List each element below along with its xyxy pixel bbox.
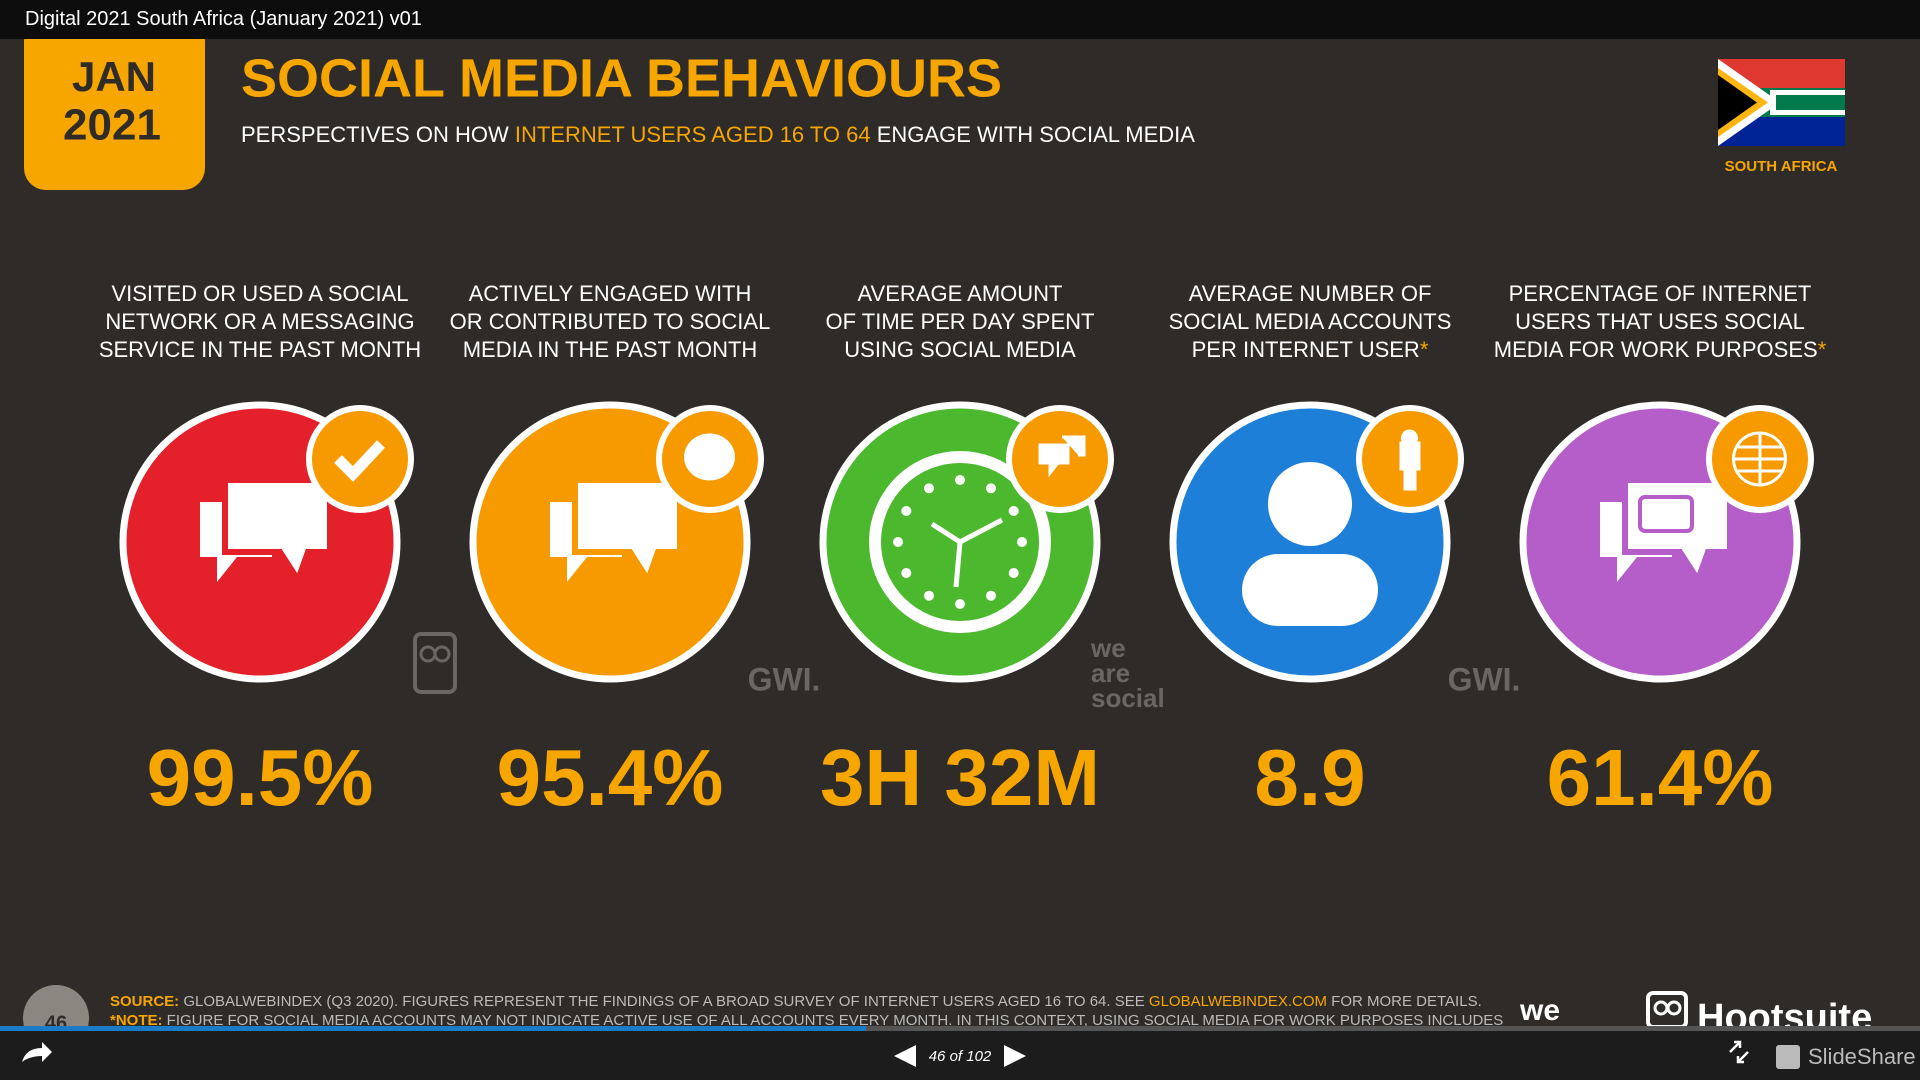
logo-word: we (1519, 994, 1560, 1027)
previous-button[interactable] (894, 1045, 916, 1067)
stat-label: AVERAGE NUMBER OF (1189, 281, 1432, 306)
hootsuite-logo (1646, 991, 1688, 1026)
badge-glyph (684, 433, 735, 481)
page-number-badge (23, 985, 89, 1026)
note-tag: *NOTE: (110, 1012, 163, 1029)
person-body (1242, 554, 1378, 626)
stat-value: 3H 32M (820, 733, 1100, 822)
stat-label: OF TIME PER DAY SPENT (826, 309, 1095, 334)
stat-label: OR CONTRIBUTED TO SOCIAL (450, 309, 771, 334)
owl-watermark (413, 632, 457, 694)
clock-face (869, 451, 1051, 633)
watermark: GWI. (1448, 661, 1521, 697)
stat-value: 99.5% (147, 733, 374, 822)
badge-month: JAN (72, 53, 156, 100)
stat-label: MEDIA IN THE PAST MONTH (463, 337, 758, 362)
badge-year: 2021 (63, 101, 161, 150)
stat-icon (469, 401, 764, 683)
pager: 46 of 102 (929, 1048, 992, 1065)
page-number: 46 (45, 1012, 67, 1034)
source-tag: SOURCE: (110, 993, 179, 1010)
briefcase (1638, 495, 1694, 533)
stat-label: AVERAGE AMOUNT (858, 281, 1063, 306)
logo-word: are (1520, 1020, 1565, 1053)
slide-content: JAN 2021 SOCIAL MEDIA BEHAVIOURS PERSPEC… (0, 39, 1920, 1053)
clock-dot (924, 483, 934, 494)
clock-dot (1017, 537, 1027, 547)
flag (1718, 59, 1845, 146)
window-title: Digital 2021 South Africa (January 2021)… (0, 0, 1920, 39)
clock-dot (893, 537, 903, 547)
stat-label: SOCIAL MEDIA ACCOUNTS (1169, 309, 1452, 334)
source-text: FOR MORE DETAILS. (1327, 993, 1482, 1010)
source-note: SOURCE: GLOBALWEBINDEX (Q3 2020). FIGURE… (110, 993, 1482, 1010)
clock-dot (955, 475, 965, 485)
clock-hands (930, 517, 1004, 588)
stat-value: 61.4% (1547, 733, 1774, 822)
badge-glyph (334, 440, 386, 482)
stat-label: USING SOCIAL MEDIA (844, 337, 1076, 362)
stat-icon (1519, 401, 1814, 683)
subtitle-text: PERSPECTIVES ON HOW (241, 122, 515, 147)
badge-glyph (1732, 431, 1787, 487)
note-text: FIGURE FOR SOCIAL MEDIA ACCOUNTS MAY NOT… (163, 1012, 1504, 1029)
stat-label: ACTIVELY ENGAGED WITH (469, 281, 752, 306)
stat-label: PER INTERNET USER* (1192, 337, 1429, 362)
subtitle-text: ENGAGE WITH SOCIAL MEDIA (871, 122, 1196, 147)
clock-dot (901, 568, 912, 578)
note: *NOTE: FIGURE FOR SOCIAL MEDIA ACCOUNTS … (110, 1012, 1503, 1029)
progress-track (0, 1026, 1920, 1031)
stat-icon (119, 401, 414, 683)
clock-dot (986, 483, 996, 494)
stat-label: MEDIA FOR WORK PURPOSES* (1494, 337, 1827, 362)
progress-fill (0, 1026, 866, 1031)
stat-label: SERVICE IN THE PAST MONTH (99, 337, 421, 362)
exit-fullscreen-button[interactable] (1729, 1040, 1749, 1064)
clock-dot (955, 599, 965, 609)
clock-dot (901, 506, 912, 516)
stat-label-text: MEDIA FOR WORK PURPOSES (1494, 337, 1818, 362)
badge-glyph (1038, 435, 1086, 478)
stat-label: USERS THAT USES SOCIAL (1515, 309, 1805, 334)
logo-word: social (1091, 683, 1165, 713)
stat-label: NETWORK OR A MESSAGING (105, 309, 414, 334)
stat-label: PERCENTAGE OF INTERNET (1509, 281, 1812, 306)
stat-label-text: PER INTERNET USER (1192, 337, 1420, 362)
clock-dot (1008, 568, 1019, 578)
hootsuite-name: Hootsuite (1697, 997, 1872, 1039)
next-button[interactable] (1004, 1045, 1026, 1067)
player-bar (0, 1026, 1920, 1080)
logo-word: we (1090, 633, 1126, 663)
country-label: SOUTH AFRICA (1725, 158, 1838, 175)
asterisk: * (1818, 337, 1827, 362)
clock-dot (1008, 506, 1019, 516)
badge-glyph (1399, 429, 1421, 491)
asterisk: * (1420, 337, 1429, 362)
date-badge (24, 39, 205, 190)
stat-label: VISITED OR USED A SOCIAL (111, 281, 408, 306)
stats: VISITED OR USED A SOCIAL NETWORK OR A MES… (99, 281, 1827, 822)
stat-value: 8.9 (1254, 733, 1365, 822)
source-link: GLOBALWEBINDEX.COM (1149, 993, 1327, 1010)
clock-dot (986, 590, 996, 601)
brand: SlideShare (1808, 1044, 1916, 1069)
watermark: GWI. (748, 661, 821, 697)
clock-dot (924, 590, 934, 601)
share-button[interactable] (22, 1042, 52, 1062)
stat-value: 95.4% (497, 733, 724, 822)
stat-icon (1169, 401, 1464, 683)
slide-title: SOCIAL MEDIA BEHAVIOURS (241, 48, 1002, 108)
logo-word: are (1091, 658, 1130, 688)
slide-subtitle: PERSPECTIVES ON HOW INTERNET USERS AGED … (241, 122, 1195, 147)
watermark: we are social (1090, 633, 1165, 713)
person-head (1268, 462, 1352, 546)
subtitle-highlight: INTERNET USERS AGED 16 TO 64 (515, 122, 871, 147)
source-text: GLOBALWEBINDEX (Q3 2020). FIGURES REPRES… (179, 993, 1149, 1010)
linkedin-icon (1776, 1045, 1800, 1069)
stat-icon (819, 401, 1114, 683)
